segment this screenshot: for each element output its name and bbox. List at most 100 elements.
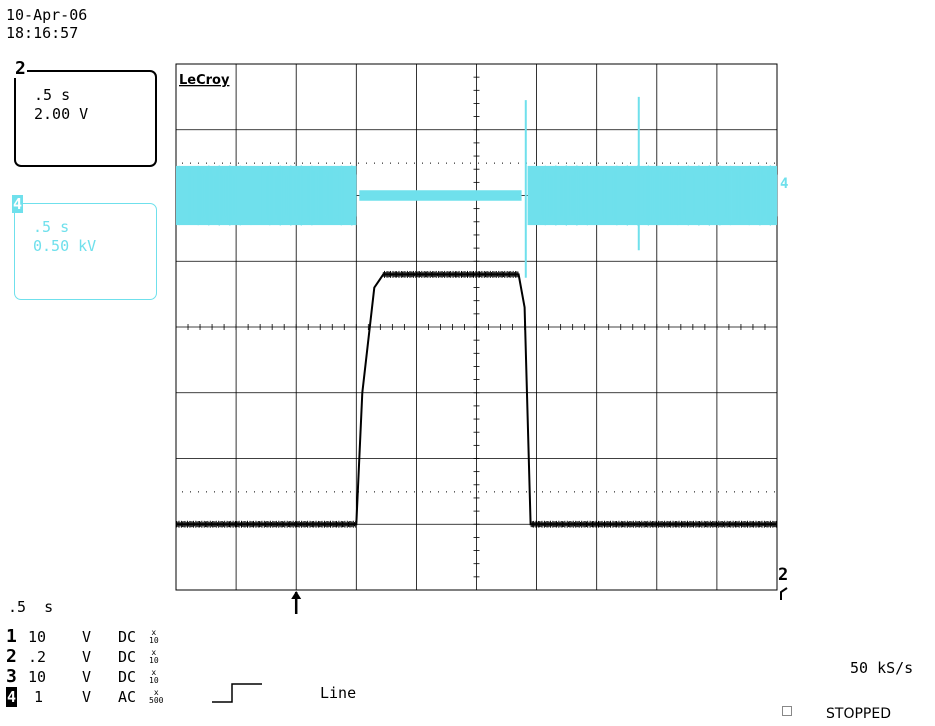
grid-dot: [318, 491, 319, 493]
grid-dot: [254, 491, 255, 493]
channel-3-volts: 10: [28, 668, 47, 686]
grid-dot: [654, 162, 655, 164]
grid-dot: [630, 491, 631, 493]
grid-dot: [510, 162, 511, 164]
grid-dot: [286, 162, 287, 164]
grid-dot: [246, 491, 247, 493]
grid-dot: [718, 491, 719, 493]
grid-dot: [342, 162, 343, 164]
grid-dot: [534, 162, 535, 164]
grid-dot: [550, 491, 551, 493]
grid-dot: [678, 491, 679, 493]
grid-dot: [326, 491, 327, 493]
grid-dot: [774, 162, 775, 164]
grid-dot: [438, 162, 439, 164]
grid-dot: [326, 162, 327, 164]
grid-dot: [638, 491, 639, 493]
grid-dot: [334, 162, 335, 164]
grid-dot: [182, 162, 183, 164]
grid-dot: [270, 162, 271, 164]
trace-4-number: 4: [12, 195, 24, 213]
grid-dot: [246, 162, 247, 164]
grid-dot: [486, 162, 487, 164]
grid-dot: [654, 491, 655, 493]
grid-dot: [390, 491, 391, 493]
trace-2-waveform: [176, 270, 777, 528]
grid-dot: [774, 491, 775, 493]
grid-dot: [366, 162, 367, 164]
grid-dot: [486, 491, 487, 493]
grid-dot: [390, 162, 391, 164]
grid-dot: [710, 162, 711, 164]
grid-dot: [766, 162, 767, 164]
grid-dot: [694, 162, 695, 164]
channel-3-probe: x 10: [149, 668, 159, 685]
grid-dot: [334, 491, 335, 493]
grid-dot: [302, 491, 303, 493]
grid-dot: [182, 491, 183, 493]
grid-dot: [678, 162, 679, 164]
grid-dot: [630, 162, 631, 164]
grid-dot: [206, 491, 207, 493]
grid-dot: [406, 162, 407, 164]
grid-dot: [374, 491, 375, 493]
grid-dot: [230, 162, 231, 164]
grid-dot: [502, 491, 503, 493]
grid-dot: [646, 491, 647, 493]
grid-dot: [598, 491, 599, 493]
grid-dot: [398, 162, 399, 164]
grid-dot: [758, 491, 759, 493]
grid-dot: [478, 162, 479, 164]
grid-dot: [342, 491, 343, 493]
grid-dot: [350, 162, 351, 164]
grid-dot: [742, 491, 743, 493]
grid-dot: [750, 491, 751, 493]
channel-4-unit: V: [82, 688, 92, 706]
grid-dot: [518, 491, 519, 493]
grid-dot: [366, 491, 367, 493]
grid-dot: [430, 162, 431, 164]
grid-dot: [294, 162, 295, 164]
grid-dot: [606, 162, 607, 164]
channel-1-coupling: DC: [118, 628, 137, 646]
trace-2-descriptor-box[interactable]: 2 .5 s 2.00 V: [14, 60, 157, 167]
grid-dot: [766, 491, 767, 493]
channel-2-volts: .2: [28, 648, 47, 666]
trace-4-descriptor-box[interactable]: 4 .5 s 0.50 kV: [12, 195, 157, 300]
grid-dot: [254, 162, 255, 164]
channel-2-number: 2: [6, 646, 17, 667]
grid-dot: [518, 162, 519, 164]
channel-1-unit: V: [82, 628, 92, 646]
grid-dot: [470, 491, 471, 493]
trace-4-waveform: [176, 96, 778, 278]
grid-dot: [222, 491, 223, 493]
grid-dot: [278, 491, 279, 493]
grid-dot: [454, 491, 455, 493]
grid-dot: [190, 162, 191, 164]
grid-dot: [470, 162, 471, 164]
grid-dot: [598, 162, 599, 164]
channel-2-unit: V: [82, 648, 92, 666]
grid-dot: [710, 491, 711, 493]
grid-dot: [662, 162, 663, 164]
trigger-arrow-head: [291, 591, 302, 599]
trace-4-timebase: .5 s: [33, 218, 70, 236]
grid-dot: [742, 162, 743, 164]
grid-dot: [686, 162, 687, 164]
grid-dot: [734, 162, 735, 164]
channel-4-coupling: AC: [118, 688, 137, 706]
grid-dot: [270, 491, 271, 493]
grid-dot: [558, 491, 559, 493]
grid-dot: [262, 491, 263, 493]
time-readout: 18:16:57: [6, 24, 79, 42]
grid-dot: [214, 162, 215, 164]
trace-2-scale: 2.00 V: [34, 105, 89, 123]
grid-dot: [446, 162, 447, 164]
grid-dot: [238, 162, 239, 164]
grid-dot: [414, 162, 415, 164]
grid-dot: [198, 162, 199, 164]
grid-dot: [478, 491, 479, 493]
grid-dot: [430, 491, 431, 493]
grid-dot: [494, 162, 495, 164]
grid-dot: [222, 162, 223, 164]
